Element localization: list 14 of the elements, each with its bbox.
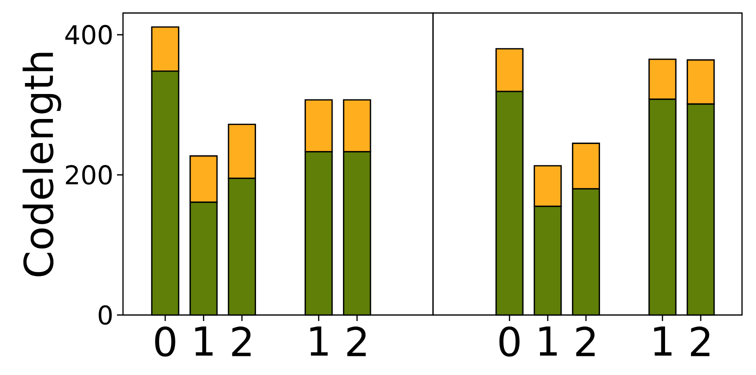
x-tick-label: 1 — [654, 326, 672, 356]
y-tick-label: 0 — [98, 305, 112, 325]
x-tick-label: 2 — [690, 326, 710, 356]
x-tick-label: 0 — [155, 326, 176, 357]
y-tick-label: 400 — [65, 24, 112, 45]
x-tick-label: 2 — [576, 326, 595, 356]
y-tick-label: 200 — [66, 165, 112, 185]
y-axis-title: Codelength — [22, 52, 62, 276]
x-tick-label: 2 — [347, 326, 366, 356]
x-tick-label: 0 — [499, 326, 520, 357]
x-tick-label: 1 — [539, 326, 557, 356]
x-tick-label: 2 — [232, 326, 251, 356]
x-tick-label: 1 — [310, 326, 328, 356]
x-tick-label: 1 — [195, 326, 213, 356]
